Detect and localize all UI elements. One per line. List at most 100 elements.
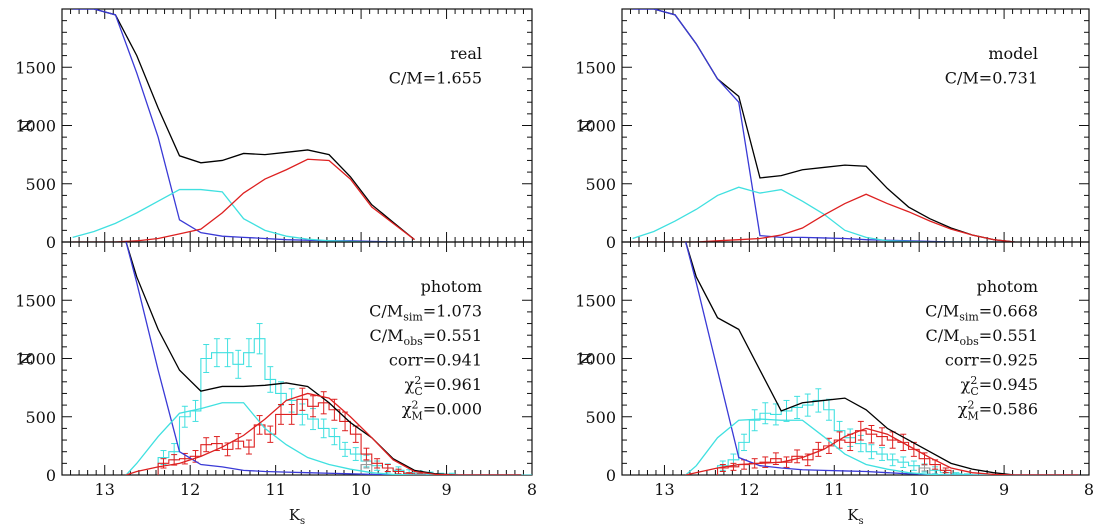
histogram-1 [157,398,447,475]
y-tick-label: 500 [25,408,56,427]
error-bar [256,323,263,355]
series-line-3 [72,158,415,242]
series-line-3 [125,392,522,475]
y-tick-label: 0 [46,233,56,252]
plot-area [125,242,532,475]
error-bar [804,393,811,417]
x-tick-label: 8 [1084,480,1094,499]
series-line-2 [632,186,1015,242]
plot-area [72,9,415,242]
series-line-2 [685,418,1079,475]
error-bar [868,424,875,444]
x-tick-label: 11 [824,480,844,499]
series-line-0 [632,9,1015,242]
panel-annotation: C/Mobs=0.551 [925,326,1038,348]
panel-annotation: C/Msim=1.073 [369,302,482,324]
error-bar [751,409,758,432]
y-tick-label: 1000 [15,117,56,136]
error-bar [783,456,790,468]
panel-annotation: model [988,44,1038,63]
y-tick-label: 1000 [575,117,616,136]
error-bar [352,447,359,461]
series-line-3 [632,193,1015,242]
panel-annotation: corr=0.941 [389,351,482,370]
y-tick-label: 1500 [575,58,616,77]
y-tick-label: 0 [46,466,56,485]
y-tick-label: 1500 [15,58,56,77]
y-tick-label: 500 [585,408,616,427]
y-tick-label: 1500 [575,291,616,310]
error-bar [719,464,726,473]
error-bar [235,349,242,379]
panel-annotation: photom [977,277,1038,296]
error-bar [235,433,242,450]
x-tick-label: 13 [95,480,115,499]
y-axis-label: N [18,119,36,132]
series-line-1 [685,242,1079,475]
y-tick-label: 500 [585,175,616,194]
error-bar [910,460,917,471]
error-bar [203,437,210,453]
y-tick-label: 1500 [15,291,56,310]
error-bar [730,462,737,471]
error-bar [900,456,907,468]
series-line-1 [125,242,522,475]
error-bar [256,415,263,435]
panel-annotation: χ2 C=0.961 [405,374,482,398]
error-bar [331,427,338,446]
panel-annotation: real [450,44,482,63]
series-line-0 [72,9,415,241]
series-line-1 [72,9,415,242]
y-tick-label: 1000 [575,350,616,369]
error-bar [363,447,370,461]
x-axis-label: Ks [289,506,305,527]
y-tick-label: 0 [606,233,616,252]
error-bar [267,366,274,393]
error-bar [192,399,199,422]
y-tick-label: 0 [606,466,616,485]
error-bar [342,441,349,457]
error-bar [395,468,402,475]
error-bar [310,395,317,418]
series-line-1 [632,9,1015,242]
error-bar [363,460,370,469]
error-bar [889,453,896,467]
panel-annotation: C/M=0.731 [945,69,1038,88]
x-tick-label: 11 [265,480,285,499]
x-tick-label: 9 [999,480,1009,499]
panel-annotation: C/M=1.655 [389,69,482,88]
x-tick-label: 9 [441,480,451,499]
error-bar [762,402,769,425]
y-tick-label: 1000 [15,350,56,369]
error-bar [815,441,822,457]
y-tick-label: 500 [25,175,56,194]
panel-annotation: photom [421,277,482,296]
error-bar [783,399,790,422]
error-bar [320,391,327,415]
error-bar [181,405,188,428]
series-line-2 [72,188,415,242]
error-bar [879,427,886,446]
plot-area [632,9,1015,242]
series-line-3 [685,427,1079,475]
series-line-2 [125,402,522,475]
y-axis-label: N [578,352,596,365]
panel-annotation: C/Mobs=0.551 [369,326,482,348]
error-bar [203,344,210,373]
x-tick-label: 8 [527,480,537,499]
panel-annotation: χ2 M=0.000 [402,399,482,423]
panel-annotation: χ2 M=0.586 [958,399,1038,423]
x-tick-label: 10 [351,480,371,499]
error-bar [320,418,327,439]
x-tick-label: 12 [180,480,200,499]
error-bar [794,395,801,419]
error-bar [288,404,295,425]
error-bar [224,338,231,368]
error-bar [794,449,801,464]
error-bar [921,464,928,472]
error-bar [942,467,949,474]
y-axis-label: N [578,119,596,132]
